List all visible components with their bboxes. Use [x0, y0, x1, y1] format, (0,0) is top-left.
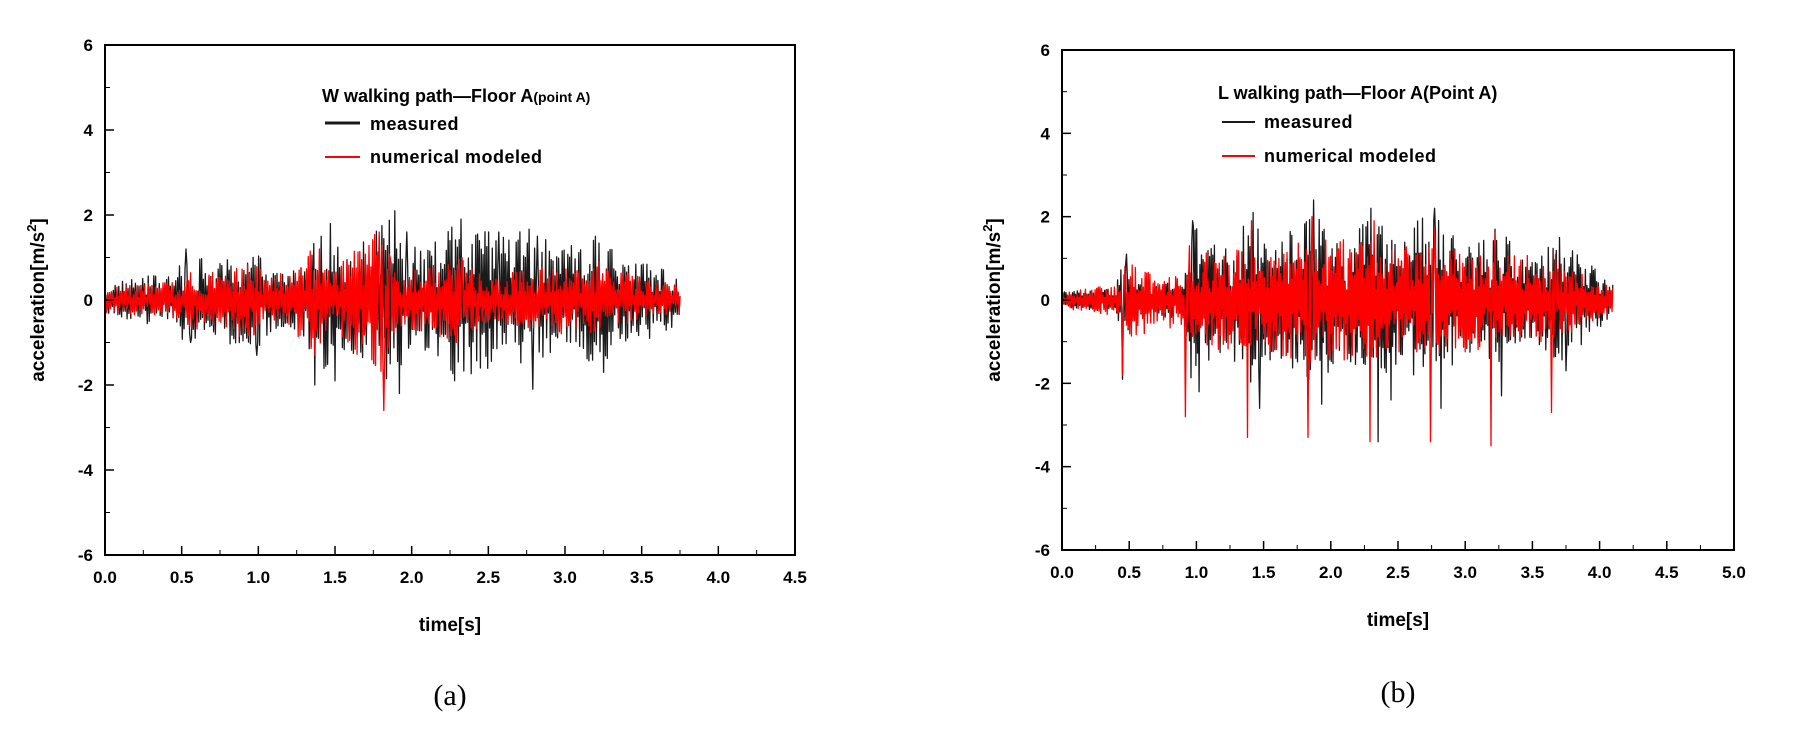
chart-b-line-numerical-modeled [1061, 216, 1614, 447]
chart-b-x-tick-label: 5.0 [1722, 563, 1746, 582]
chart-b-legend-label-measured: measured [1264, 112, 1353, 132]
chart-a-x-tick-label: 0.5 [170, 568, 194, 587]
chart-b-x-ticks: 0.0 0.5 1.0 1.5 2.0 2.5 3.0 3.5 4.0 4.5 5.0 [1050, 541, 1746, 582]
chart-a-x-tick-label: 0.0 [93, 568, 117, 587]
chart-a-y-tick-label: -4 [78, 461, 94, 480]
chart-a: 0.0 0.5 1.0 1.5 2.0 2.5 3.0 3.5 4.0 4.5 -6 -4 -2 0 2 4… [24, 36, 807, 712]
chart-a-series-numerical-modeled [104, 231, 681, 412]
chart-a-y-tick-label: -6 [78, 546, 93, 565]
chart-a-legend-label-numerical-modeled: numerical modeled [370, 147, 543, 167]
chart-a-y-ticks: -6 -4 -2 0 2 4 6 [78, 36, 114, 565]
chart-a-x-tick-label: 1.5 [323, 568, 347, 587]
chart-a-y-tick-label: 4 [84, 121, 94, 140]
chart-a-legend-label-measured: measured [370, 114, 459, 134]
chart-b-series-numerical-modeled [1061, 216, 1614, 447]
chart-b-x-tick-label: 0.5 [1117, 563, 1141, 582]
chart-b-legend-label-numerical-modeled: numerical modeled [1264, 146, 1437, 166]
chart-b-x-tick-label: 4.0 [1588, 563, 1612, 582]
chart-b: 0.0 0.5 1.0 1.5 2.0 2.5 3.0 3.5 4.0 4.5 5.0 -6 -4 -2… [980, 41, 1746, 709]
chart-a-x-tick-label: 3.0 [553, 568, 577, 587]
chart-b-legend-title: L walking path—Floor A(Point A) [1218, 83, 1497, 103]
chart-a-x-tick-label: 4.0 [707, 568, 731, 587]
chart-b-x-tick-label: 0.0 [1050, 563, 1074, 582]
chart-a-x-tick-label: 2.5 [477, 568, 501, 587]
chart-b-y-tick-label: 4 [1041, 124, 1051, 143]
chart-b-x-tick-label: 3.0 [1453, 563, 1477, 582]
chart-b-y-tick-label: 0 [1041, 291, 1050, 310]
chart-b-y-tick-label: -6 [1035, 541, 1050, 560]
chart-b-y-tick-label: -2 [1035, 374, 1050, 393]
chart-b-x-tick-label: 1.0 [1185, 563, 1209, 582]
chart-a-x-axis-label: time[s] [419, 615, 481, 636]
chart-b-x-axis-label: time[s] [1367, 610, 1429, 631]
chart-b-x-tick-label: 3.5 [1521, 563, 1545, 582]
chart-a-x-tick-label: 1.0 [247, 568, 271, 587]
chart-a-x-tick-label: 4.5 [783, 568, 807, 587]
chart-a-caption: (a) [433, 679, 466, 712]
chart-b-y-tick-label: 6 [1041, 41, 1050, 60]
chart-a-x-ticks: 0.0 0.5 1.0 1.5 2.0 2.5 3.0 3.5 4.0 4.5 [93, 546, 807, 587]
chart-a-y-tick-label: 6 [84, 36, 93, 55]
chart-a-y-tick-label: 0 [84, 291, 93, 310]
chart-b-x-tick-label: 1.5 [1252, 563, 1276, 582]
chart-a-x-tick-label: 3.5 [630, 568, 654, 587]
chart-a-y-tick-label: -2 [78, 376, 93, 395]
chart-b-x-tick-label: 4.5 [1655, 563, 1679, 582]
chart-a-y-axis-label: acceleration[m/s2] [24, 218, 49, 382]
chart-b-y-tick-label: -4 [1035, 458, 1051, 477]
chart-b-x-tick-label: 2.0 [1319, 563, 1343, 582]
chart-a-y-tick-label: 2 [84, 206, 93, 225]
chart-a-legend-title: W walking path—Floor A(point A) [322, 86, 590, 106]
chart-b-caption: (b) [1381, 676, 1416, 709]
chart-a-line-numerical-modeled [104, 231, 681, 412]
chart-a-x-tick-label: 2.0 [400, 568, 424, 587]
chart-b-y-axis-label: acceleration[m/s2] [980, 218, 1005, 382]
chart-b-y-tick-label: 2 [1041, 208, 1050, 227]
chart-b-y-ticks: -6 -4 -2 0 2 4 6 [1035, 41, 1071, 560]
chart-b-x-tick-label: 2.5 [1386, 563, 1410, 582]
